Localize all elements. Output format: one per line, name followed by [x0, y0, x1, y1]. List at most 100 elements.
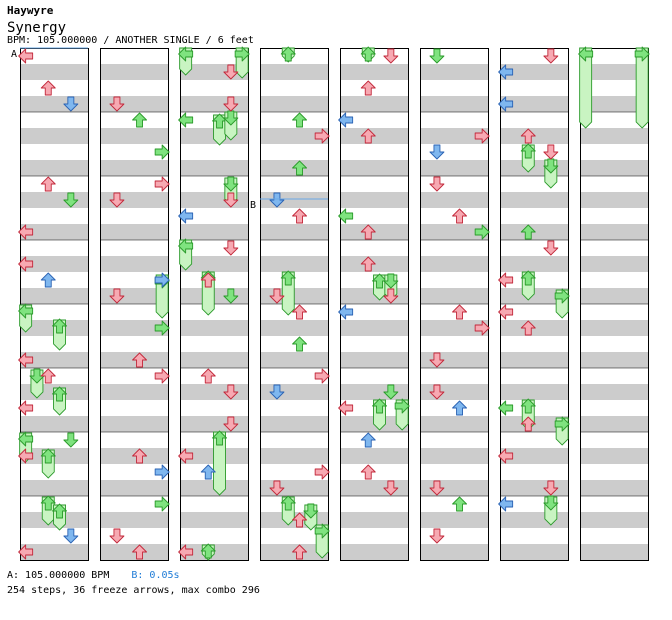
stripe: [20, 160, 88, 176]
bpm-legend: A: 105.000000 BPM: [7, 570, 110, 581]
stripe: [420, 448, 488, 464]
stripe: [340, 96, 408, 112]
stripe: [20, 256, 88, 272]
stripe: [580, 96, 648, 112]
stripe: [420, 512, 488, 528]
stripe: [420, 96, 488, 112]
arrow-icon: [40, 272, 56, 288]
arrow-icon: [452, 208, 468, 224]
arrow-icon: [40, 176, 56, 192]
stripe: [580, 128, 648, 144]
stripe: [580, 192, 648, 208]
stripe: [260, 224, 328, 240]
arrow-icon: [292, 336, 308, 352]
arrow-icon: [154, 464, 170, 480]
stripe: [580, 512, 648, 528]
stripe: [340, 512, 408, 528]
stripe: [260, 96, 328, 112]
footer-stats: 254 steps, 36 freeze arrows, max combo 2…: [7, 585, 260, 596]
freeze-arrow: [579, 47, 593, 129]
arrow-icon: [154, 496, 170, 512]
arrow-icon: [429, 48, 445, 64]
stripe: [180, 160, 248, 176]
stripe: [260, 416, 328, 432]
arrow-icon: [314, 464, 330, 480]
stripe: [580, 224, 648, 240]
arrow-icon: [429, 144, 445, 160]
stripe: [100, 64, 168, 80]
stripe: [100, 256, 168, 272]
stripe: [580, 256, 648, 272]
stripe: [420, 544, 488, 560]
stripe: [340, 544, 408, 560]
stripe: [260, 64, 328, 80]
stripe: [20, 288, 88, 304]
stripe: [20, 224, 88, 240]
arrow-icon: [40, 80, 56, 96]
stripe: [580, 320, 648, 336]
stripe: [420, 160, 488, 176]
stripe: [100, 512, 168, 528]
arrow-icon: [154, 368, 170, 384]
stripe: [580, 480, 648, 496]
stripe: [180, 352, 248, 368]
column-frame: [420, 48, 489, 561]
freeze-arrow: [213, 431, 226, 496]
stripe: [500, 96, 568, 112]
stripe: [340, 352, 408, 368]
stripe: [420, 256, 488, 272]
arrow-icon: [223, 240, 239, 256]
column-frame: [580, 48, 649, 561]
stripe: [580, 160, 648, 176]
stripe: [20, 480, 88, 496]
arrow-icon: [132, 112, 148, 128]
arrow-icon: [452, 400, 468, 416]
stripe: [260, 128, 328, 144]
arrow-icon: [543, 144, 559, 160]
arrow-icon: [543, 48, 559, 64]
arrow-icon: [452, 496, 468, 512]
arrow-icon: [154, 144, 170, 160]
stripe: [580, 64, 648, 80]
arrow-icon: [429, 528, 445, 544]
measure-stripes: [20, 64, 648, 560]
stripe: [500, 512, 568, 528]
stripe: [20, 416, 88, 432]
stripe: [500, 192, 568, 208]
arrow-icon: [63, 432, 79, 448]
stripe: [500, 352, 568, 368]
stripe: [20, 64, 88, 80]
arrow-icon: [360, 80, 376, 96]
stripe: [100, 224, 168, 240]
arrow-icon: [383, 48, 399, 64]
stripe: [340, 160, 408, 176]
stripe: [100, 160, 168, 176]
stripe: [500, 64, 568, 80]
stripe: [260, 256, 328, 272]
stripe: [420, 64, 488, 80]
arrow-icon: [200, 368, 216, 384]
arrow-icon: [109, 528, 125, 544]
arrow-icon: [429, 176, 445, 192]
stripe: [20, 128, 88, 144]
stripe: [20, 352, 88, 368]
song-title: Synergy: [7, 20, 67, 36]
stripe: [100, 416, 168, 432]
note-layer: [18, 46, 650, 561]
stripe: [340, 64, 408, 80]
arrow-icon: [154, 176, 170, 192]
stripe: [340, 448, 408, 464]
chart-info: BPM: 105.000000 / ANOTHER SINGLE / 6 fee…: [7, 35, 254, 46]
stripe: [180, 320, 248, 336]
stripe: [100, 320, 168, 336]
arrow-icon: [63, 528, 79, 544]
footer-timing: A: 105.000000 BPM B: 0.05s: [7, 570, 180, 581]
song-artist: Haywyre: [7, 4, 54, 17]
stripe: [580, 352, 648, 368]
stripe: [420, 224, 488, 240]
stripe: [340, 320, 408, 336]
stripe: [420, 320, 488, 336]
stripe: [500, 256, 568, 272]
stripe: [340, 192, 408, 208]
